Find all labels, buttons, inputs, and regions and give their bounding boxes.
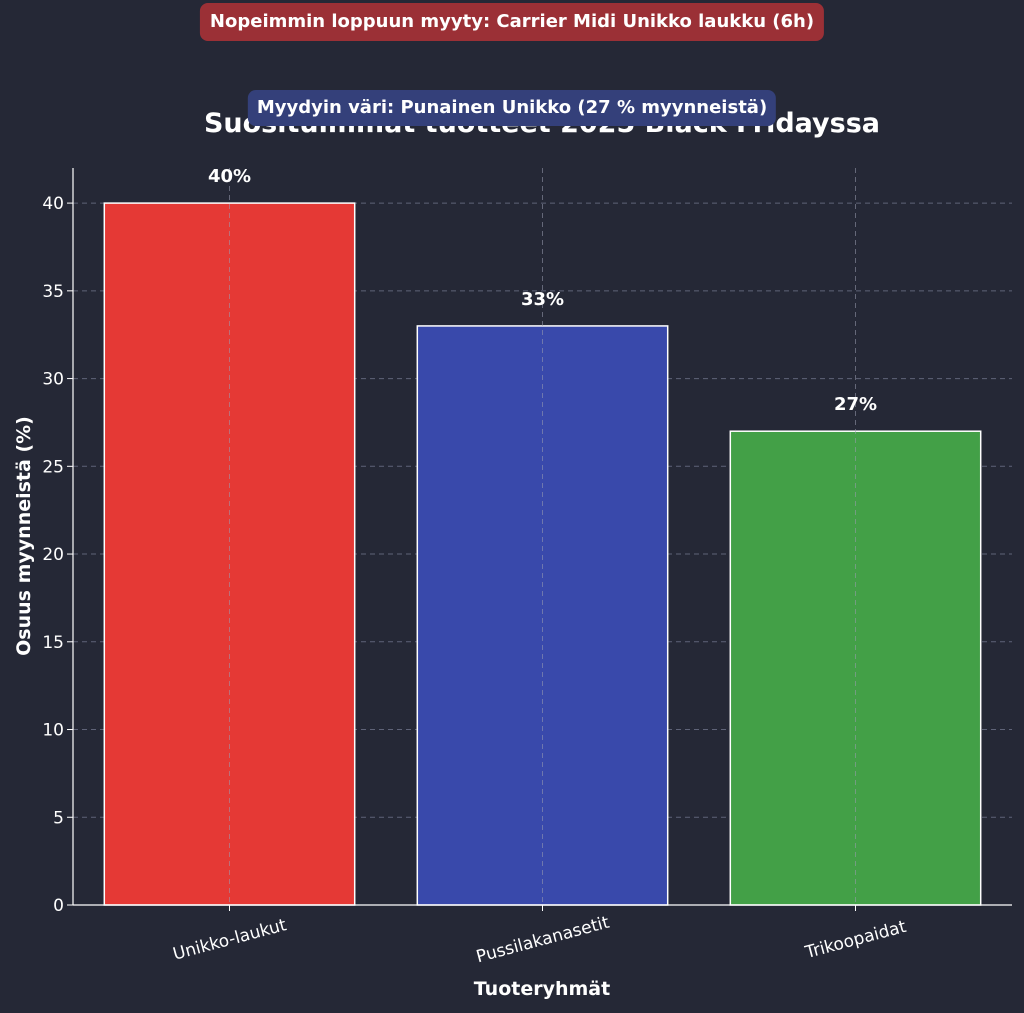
y-tick-label: 0 <box>53 896 64 916</box>
bar-value-label: 27% <box>834 394 877 415</box>
y-tick-label: 15 <box>42 633 64 653</box>
bar-value-label: 33% <box>521 289 564 310</box>
y-tick-label: 30 <box>42 370 64 390</box>
y-tick-label: 40 <box>42 194 64 214</box>
most-sold-color-annotation: Myydyin väri: Punainen Unikko (27 % myyn… <box>247 90 777 126</box>
x-axis-label: Tuoteryhmät <box>474 978 610 1000</box>
x-tick-label: Unikko-laukut <box>171 915 289 965</box>
y-tick-label: 35 <box>42 282 64 302</box>
bar-value-label: 40% <box>208 166 251 187</box>
bar <box>103 202 356 906</box>
y-tick-label: 25 <box>42 457 64 477</box>
x-tick-label: Pussilakanasetit <box>474 913 612 968</box>
y-axis-label: Osuus myynneistä (%) <box>13 416 35 656</box>
x-tick-label: Trikoopaidat <box>802 917 908 963</box>
y-tick-label: 5 <box>53 808 64 828</box>
fastest-sold-out-annotation: Nopeimmin loppuun myyty: Carrier Midi Un… <box>199 3 825 41</box>
y-tick-label: 10 <box>42 721 64 741</box>
y-tick-label: 20 <box>42 545 64 565</box>
